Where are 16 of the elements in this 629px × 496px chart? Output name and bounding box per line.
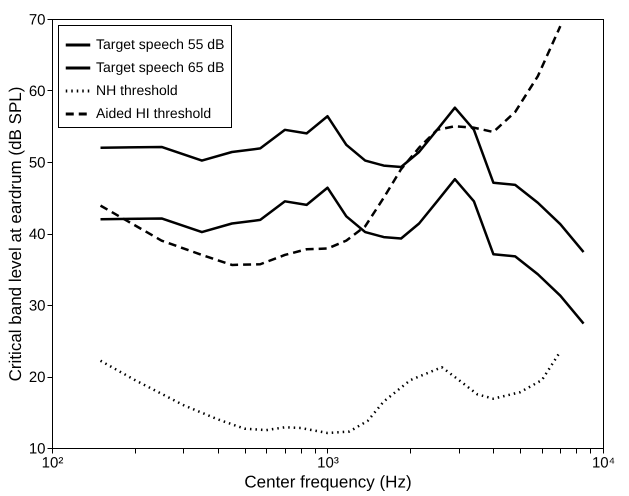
x-tick-label: 10³ xyxy=(317,454,339,472)
x-axis-title: Center frequency (Hz) xyxy=(244,472,412,492)
legend-label: Aided HI threshold xyxy=(96,105,212,121)
legend-label: Target speech 65 dB xyxy=(96,59,224,75)
y-tick-label: 10 xyxy=(28,440,46,458)
x-tick-label: 10⁴ xyxy=(592,454,616,472)
x-tick-label: 10² xyxy=(42,454,64,472)
legend-label: NH threshold xyxy=(96,82,178,98)
y-axis-title: Critical band level at eardrum (dB SPL) xyxy=(6,86,25,382)
y-tick-label: 60 xyxy=(28,83,46,100)
y-tick-label: 40 xyxy=(28,226,46,243)
y-tick-label: 30 xyxy=(28,298,46,314)
y-tick-label: 20 xyxy=(28,369,46,386)
y-tick-label: 50 xyxy=(28,154,46,172)
legend-label: Target speech 55 dB xyxy=(96,36,224,52)
y-tick-label: 70 xyxy=(28,12,46,28)
